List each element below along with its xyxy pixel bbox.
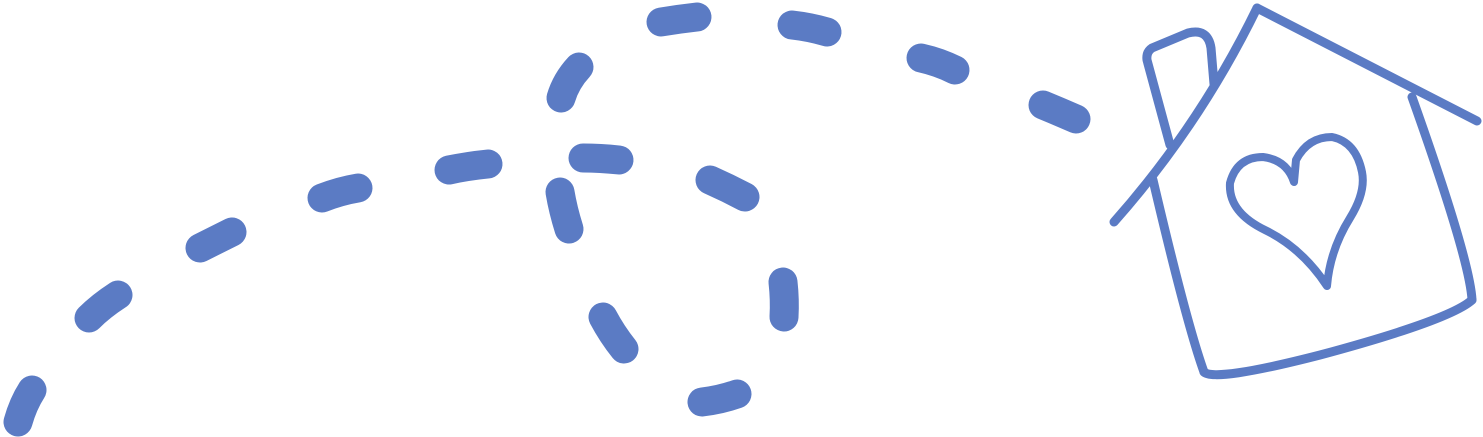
path-dash [1028,90,1091,134]
heart-icon [1225,133,1367,290]
house-roof-left [1109,3,1262,227]
path-dash [768,267,799,332]
path-dash [546,52,594,113]
path-dash [434,149,503,185]
path-dash [588,302,639,364]
path-dash [545,177,584,244]
path-dash [687,379,752,417]
dashed-path-icon [3,2,1091,437]
house-chimney [1142,27,1219,150]
house-icon [1109,3,1482,380]
path-dash [74,280,133,333]
path-dash [777,10,842,47]
path-dash [307,173,373,213]
path-dash [695,165,760,212]
path-dash [185,217,247,263]
house-wall-right [1407,92,1477,305]
house-floor [1199,295,1477,380]
heart-outline [1225,133,1367,290]
path-dash [906,43,970,85]
path-dash [646,2,712,37]
house-roof-top [1252,3,1482,126]
path-dash [568,143,634,175]
path-dash [3,375,47,437]
house-wall-left [1148,175,1209,377]
